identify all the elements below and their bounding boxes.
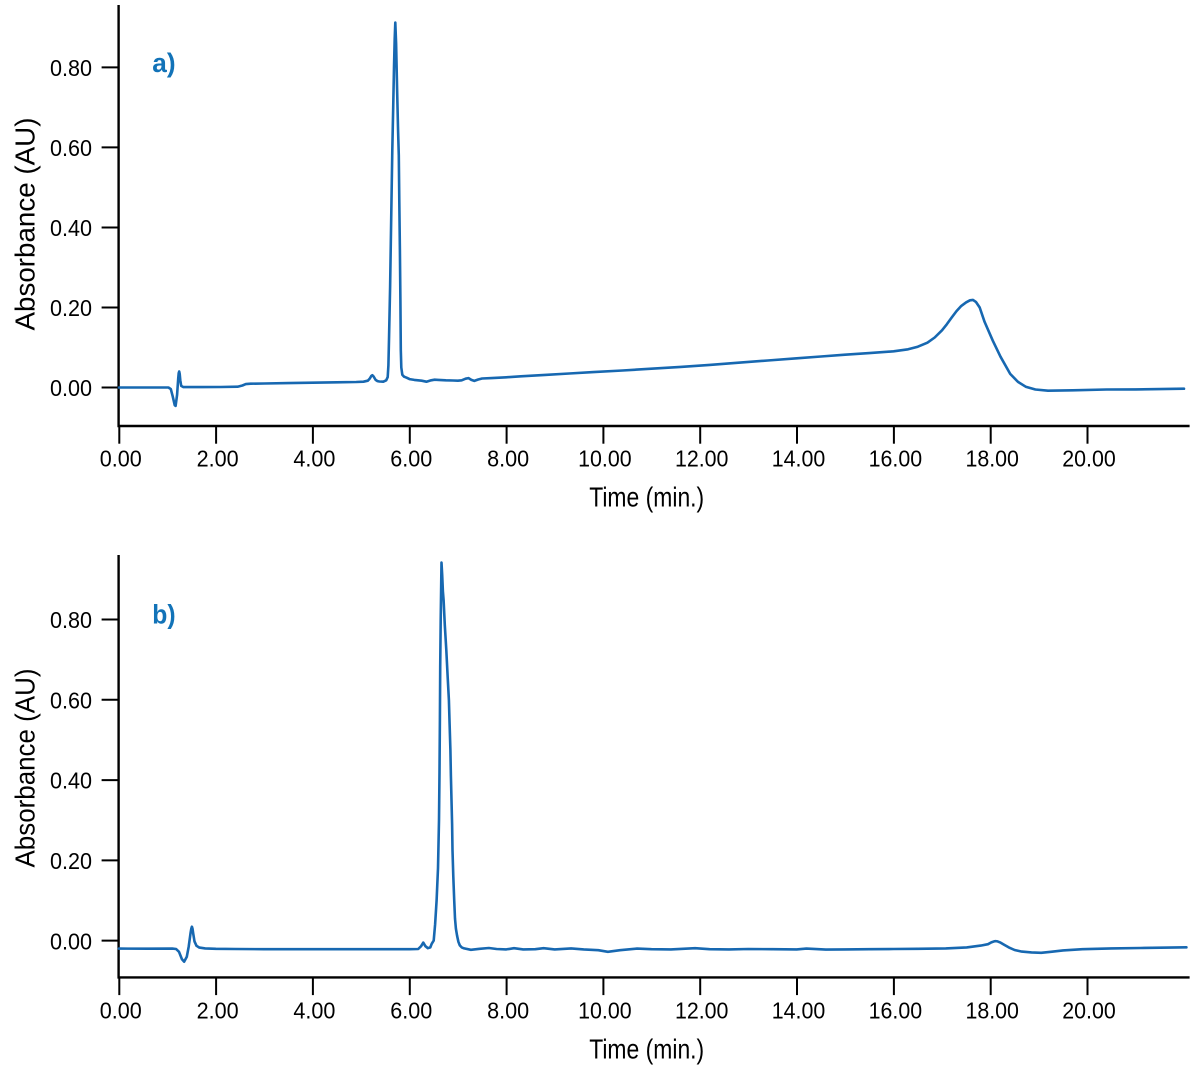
svg-text:18.00: 18.00 — [965, 446, 1019, 472]
svg-text:18.00: 18.00 — [965, 998, 1019, 1024]
svg-text:0.60: 0.60 — [50, 687, 92, 713]
svg-text:8.00: 8.00 — [487, 446, 529, 472]
svg-text:0.60: 0.60 — [50, 135, 92, 161]
svg-text:8.00: 8.00 — [487, 998, 529, 1024]
svg-text:0.20: 0.20 — [50, 848, 92, 874]
svg-text:12.00: 12.00 — [675, 998, 729, 1024]
svg-text:6.00: 6.00 — [390, 446, 432, 472]
svg-text:20.00: 20.00 — [1062, 446, 1116, 472]
svg-text:2.00: 2.00 — [197, 998, 239, 1024]
svg-text:6.00: 6.00 — [390, 998, 432, 1024]
svg-text:10.00: 10.00 — [578, 446, 632, 472]
svg-text:0.80: 0.80 — [50, 607, 92, 633]
svg-text:4.00: 4.00 — [293, 998, 335, 1024]
svg-text:20.00: 20.00 — [1062, 998, 1116, 1024]
svg-text:14.00: 14.00 — [772, 998, 826, 1024]
svg-text:Absorbance (AU): Absorbance (AU) — [10, 118, 41, 331]
svg-text:12.00: 12.00 — [675, 446, 729, 472]
svg-text:Time (min.): Time (min.) — [589, 481, 704, 512]
svg-text:0.40: 0.40 — [50, 768, 92, 794]
svg-text:0.00: 0.00 — [100, 446, 142, 472]
svg-text:14.00: 14.00 — [772, 446, 826, 472]
svg-text:0.00: 0.00 — [100, 998, 142, 1024]
svg-text:Absorbance (AU): Absorbance (AU) — [10, 669, 41, 868]
svg-text:16.00: 16.00 — [869, 446, 923, 472]
svg-text:b): b) — [152, 600, 175, 630]
svg-text:16.00: 16.00 — [869, 998, 923, 1024]
svg-text:4.00: 4.00 — [293, 446, 335, 472]
svg-text:2.00: 2.00 — [197, 446, 239, 472]
svg-text:0.00: 0.00 — [50, 375, 92, 401]
svg-text:a): a) — [152, 48, 175, 78]
svg-text:0.00: 0.00 — [50, 928, 92, 954]
svg-text:0.80: 0.80 — [50, 55, 92, 81]
svg-text:Time (min.): Time (min.) — [589, 1034, 704, 1065]
svg-text:0.20: 0.20 — [50, 295, 92, 321]
svg-text:0.40: 0.40 — [50, 215, 92, 241]
svg-text:10.00: 10.00 — [578, 998, 632, 1024]
